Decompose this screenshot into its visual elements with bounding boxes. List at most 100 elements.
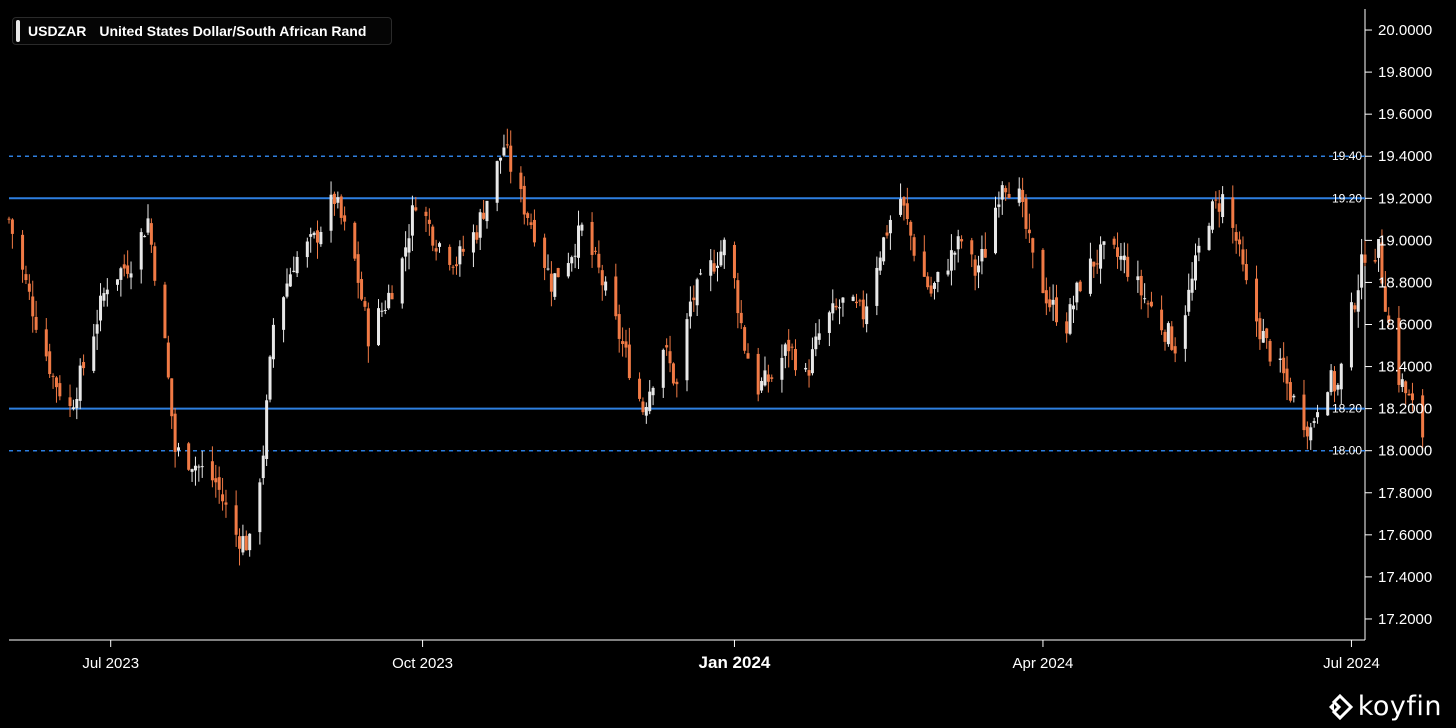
candle-body bbox=[1349, 302, 1353, 368]
candle-body bbox=[1356, 290, 1360, 312]
candle-body bbox=[1404, 381, 1408, 394]
x-axis: Jul 2023 Oct 2023 Jan 2024 Apr 2024 Jul 2024 bbox=[82, 640, 1380, 672]
candle-body bbox=[912, 237, 916, 256]
candle-body bbox=[1268, 341, 1272, 362]
candle-body bbox=[377, 308, 381, 346]
candle-body bbox=[875, 267, 879, 306]
candle-body bbox=[126, 265, 130, 274]
candle-body bbox=[177, 447, 180, 451]
candle-body bbox=[621, 341, 625, 344]
candle-body bbox=[1309, 427, 1313, 441]
candle-body bbox=[1007, 193, 1011, 199]
candle-body bbox=[48, 351, 52, 375]
candle-body bbox=[1288, 382, 1292, 401]
candle-body bbox=[780, 357, 784, 380]
candle-body bbox=[1210, 201, 1214, 230]
candle-body bbox=[1190, 278, 1194, 293]
candle-body bbox=[692, 297, 696, 301]
candle-body bbox=[193, 465, 197, 471]
y-tick-label: 18.8000 bbox=[1378, 274, 1432, 291]
candle-body bbox=[743, 327, 747, 351]
candle-body bbox=[980, 249, 984, 262]
candle-body bbox=[360, 279, 364, 300]
candle-body bbox=[1065, 321, 1069, 334]
candle-body bbox=[675, 381, 679, 385]
x-tick-label: Jan 2024 bbox=[699, 653, 771, 672]
candle-body bbox=[522, 185, 526, 215]
level-label: 19.20 bbox=[1332, 191, 1362, 205]
candle-body bbox=[1400, 379, 1404, 387]
candle-body bbox=[1041, 249, 1045, 294]
candle-body bbox=[502, 147, 506, 156]
candle-body bbox=[841, 297, 845, 303]
candle-body bbox=[482, 212, 486, 219]
candle-body bbox=[668, 351, 672, 364]
candle-body bbox=[960, 239, 964, 242]
candle-body bbox=[238, 536, 242, 549]
instrument-legend[interactable]: USDZAR United States Dollar/South Africa… bbox=[12, 17, 392, 45]
candle-body bbox=[590, 221, 594, 255]
candle-body bbox=[129, 273, 133, 278]
candle-body bbox=[1258, 318, 1262, 340]
candle-body bbox=[1221, 194, 1225, 218]
candle-body bbox=[1380, 242, 1384, 284]
candle-body bbox=[451, 266, 455, 268]
candle-body bbox=[614, 276, 618, 317]
candles bbox=[7, 128, 1425, 566]
candle-body bbox=[1302, 394, 1306, 431]
candle-body bbox=[1410, 393, 1414, 401]
candle-body bbox=[295, 256, 299, 274]
candle-body bbox=[1421, 395, 1425, 438]
candle-body bbox=[21, 234, 25, 270]
candle-body bbox=[1238, 239, 1242, 245]
candle-body bbox=[1387, 315, 1391, 323]
candle-body bbox=[1265, 328, 1269, 339]
candle-body bbox=[1136, 276, 1140, 281]
candle-body bbox=[651, 387, 655, 396]
candle-body bbox=[1339, 363, 1343, 390]
candle-body bbox=[532, 219, 536, 243]
candle-body bbox=[600, 270, 604, 286]
candle-body bbox=[44, 329, 48, 357]
candle-body bbox=[271, 324, 275, 360]
candle-body bbox=[1078, 281, 1082, 292]
candle-body bbox=[1000, 185, 1004, 200]
ticker-symbol: USDZAR bbox=[28, 23, 87, 39]
candle-body bbox=[814, 336, 818, 350]
candle-body bbox=[187, 443, 191, 470]
candle-body bbox=[553, 273, 557, 297]
candle-body bbox=[343, 215, 347, 222]
candle-body bbox=[685, 319, 689, 381]
candle-body bbox=[122, 264, 126, 269]
candle-body bbox=[861, 299, 865, 320]
candle-body bbox=[149, 223, 153, 245]
y-tick-label: 17.8000 bbox=[1378, 485, 1432, 502]
candle-body bbox=[407, 238, 411, 253]
candle-body bbox=[1316, 412, 1320, 418]
candle-body bbox=[739, 312, 743, 324]
candle-body bbox=[1217, 203, 1221, 212]
candle-body bbox=[265, 400, 269, 459]
candle-body bbox=[1099, 244, 1103, 269]
candle-body bbox=[661, 349, 665, 388]
candle-body bbox=[1207, 225, 1211, 250]
candle-body bbox=[458, 246, 462, 265]
candle-body bbox=[58, 383, 62, 397]
candle-body bbox=[356, 254, 360, 283]
x-tick-label: Oct 2023 bbox=[392, 655, 453, 672]
candle-body bbox=[838, 307, 842, 309]
candle-body bbox=[926, 276, 930, 288]
candle-body bbox=[1143, 298, 1147, 300]
y-tick-label: 17.2000 bbox=[1378, 611, 1432, 628]
candle-body bbox=[858, 300, 862, 302]
candle-body bbox=[478, 212, 482, 238]
candle-body bbox=[570, 257, 574, 264]
candle-body bbox=[577, 225, 581, 258]
candle-body bbox=[1170, 326, 1174, 350]
candle-body bbox=[1336, 384, 1340, 390]
candle-body bbox=[499, 157, 503, 161]
y-tick-label: 19.8000 bbox=[1378, 64, 1432, 81]
candle-body bbox=[1383, 286, 1387, 312]
candle-body bbox=[1231, 197, 1235, 228]
candle-body bbox=[604, 281, 608, 291]
